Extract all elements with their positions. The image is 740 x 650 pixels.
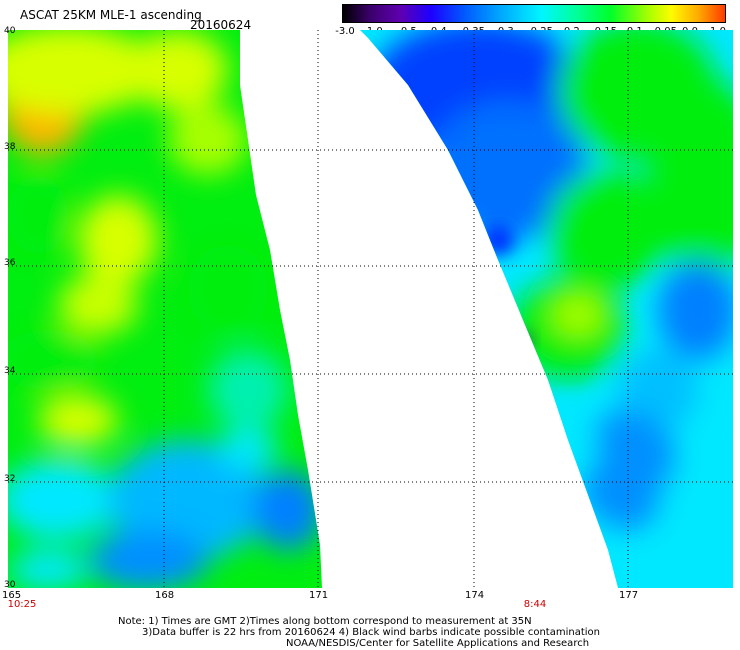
wind-map [8, 30, 733, 588]
lat-label: 40 [4, 26, 16, 36]
lon-label: 174 [465, 590, 485, 601]
lat-label: 34 [4, 366, 16, 376]
map-canvas [8, 30, 733, 588]
time-left: 10:25 [7, 599, 37, 610]
map-title: ASCAT 25KM MLE-1 ascending [20, 8, 202, 22]
note-line-1: Note: 1) Times are GMT 2)Times along bot… [118, 616, 532, 627]
lat-label: 38 [4, 142, 16, 152]
map-date: 20160624 [190, 18, 252, 32]
time-right: 8:44 [523, 599, 547, 610]
note-line-2: 3)Data buffer is 22 hrs from 20160624 4)… [142, 627, 600, 638]
lon-label: 177 [619, 590, 639, 601]
colorbar [342, 4, 726, 23]
lon-label: 168 [155, 590, 175, 601]
lon-label: 171 [309, 590, 329, 601]
lat-label: 36 [4, 258, 16, 268]
lat-label: 32 [4, 474, 16, 484]
colorbar-tick: -3.0 [335, 26, 355, 37]
left-swath [8, 30, 322, 588]
note-line-3: NOAA/NESDIS/Center for Satellite Applica… [286, 638, 590, 649]
graticule [8, 30, 733, 588]
lat-label: 30 [4, 580, 16, 590]
lon-label: 165 [2, 590, 22, 601]
right-swath [360, 30, 733, 588]
